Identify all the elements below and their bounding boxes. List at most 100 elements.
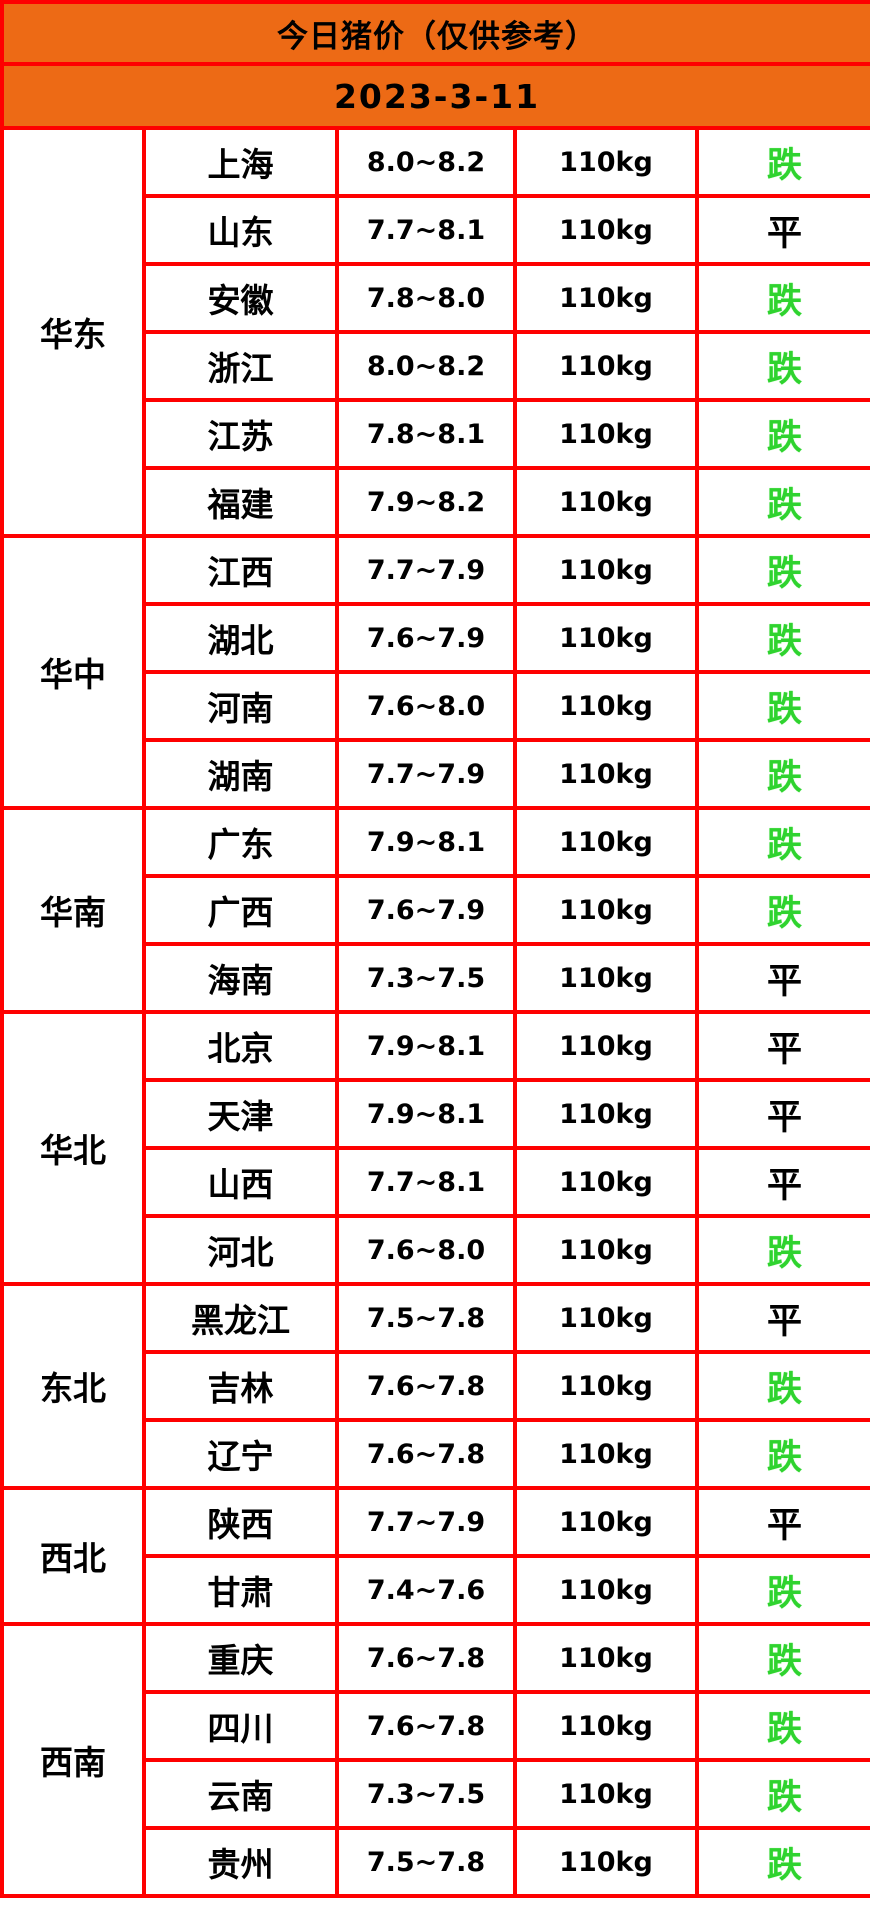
price-range-cell: 7.6~7.8 bbox=[335, 1350, 517, 1422]
province-cell: 广西 bbox=[142, 874, 339, 946]
province-cell: 贵州 bbox=[142, 1826, 339, 1898]
weight-cell: 110kg bbox=[513, 1418, 699, 1490]
weight-cell: 110kg bbox=[513, 670, 699, 742]
region-cell: 西北 bbox=[0, 1486, 146, 1626]
trend-cell: 平 bbox=[694, 1146, 870, 1218]
weight-cell: 110kg bbox=[513, 194, 699, 266]
trend-cell: 平 bbox=[694, 194, 870, 266]
weight-cell: 110kg bbox=[513, 942, 699, 1014]
price-range-cell: 7.3~7.5 bbox=[335, 942, 517, 1014]
page-title: 今日猪价（仅供参考） bbox=[0, 0, 870, 66]
table-row: 甘肃 7.4~7.6 110kg 跌 bbox=[2, 1554, 870, 1626]
trend-cell: 跌 bbox=[694, 126, 870, 198]
province-cell: 海南 bbox=[142, 942, 339, 1014]
table-row: 华北 北京 7.9~8.1 110kg 平 bbox=[0, 1010, 870, 1286]
date-row: 2023-3-11 bbox=[0, 62, 870, 130]
table-row: 云南 7.3~7.5 110kg 跌 bbox=[2, 1758, 870, 1830]
price-range-cell: 7.7~8.1 bbox=[335, 194, 517, 266]
price-range-cell: 7.6~7.9 bbox=[335, 602, 517, 674]
weight-cell: 110kg bbox=[513, 398, 699, 470]
weight-cell: 110kg bbox=[513, 1622, 699, 1694]
province-cell: 黑龙江 bbox=[142, 1282, 339, 1354]
region-cell: 华南 bbox=[0, 806, 146, 1014]
trend-cell: 跌 bbox=[694, 1758, 870, 1830]
table-row: 山西 7.7~8.1 110kg 平 bbox=[2, 1146, 870, 1218]
table-row: 海南 7.3~7.5 110kg 平 bbox=[2, 942, 870, 1014]
province-cell: 上海 bbox=[142, 126, 339, 198]
weight-cell: 110kg bbox=[513, 262, 699, 334]
table-row: 安徽 7.8~8.0 110kg 跌 bbox=[2, 262, 870, 334]
trend-cell: 跌 bbox=[694, 670, 870, 742]
price-range-cell: 7.6~7.8 bbox=[335, 1418, 517, 1490]
weight-cell: 110kg bbox=[513, 1690, 699, 1762]
province-cell: 河北 bbox=[142, 1214, 339, 1286]
province-cell: 重庆 bbox=[142, 1622, 339, 1694]
region-cell: 西南 bbox=[0, 1622, 146, 1898]
trend-cell: 跌 bbox=[694, 806, 870, 878]
price-range-cell: 7.9~8.1 bbox=[335, 806, 517, 878]
price-range-cell: 7.6~7.8 bbox=[335, 1690, 517, 1762]
table-row: 华南 广东 7.9~8.1 110kg 跌 bbox=[0, 806, 870, 1014]
weight-cell: 110kg bbox=[513, 1486, 699, 1558]
table-row: 福建 7.9~8.2 110kg 跌 bbox=[2, 466, 870, 538]
province-cell: 江苏 bbox=[142, 398, 339, 470]
price-range-cell: 7.9~8.2 bbox=[335, 466, 517, 538]
weight-cell: 110kg bbox=[513, 1350, 699, 1422]
region-cell: 华中 bbox=[0, 534, 146, 810]
province-cell: 江西 bbox=[142, 534, 339, 606]
table-row: 浙江 8.0~8.2 110kg 跌 bbox=[2, 330, 870, 402]
province-cell: 甘肃 bbox=[142, 1554, 339, 1626]
province-cell: 陕西 bbox=[142, 1486, 339, 1558]
province-cell: 吉林 bbox=[142, 1350, 339, 1422]
trend-cell: 跌 bbox=[694, 398, 870, 470]
province-cell: 广东 bbox=[142, 806, 339, 878]
province-cell: 浙江 bbox=[142, 330, 339, 402]
trend-cell: 平 bbox=[694, 1282, 870, 1354]
price-range-cell: 7.6~7.9 bbox=[335, 874, 517, 946]
trend-cell: 跌 bbox=[694, 1554, 870, 1626]
province-cell: 湖南 bbox=[142, 738, 339, 810]
price-range-cell: 7.6~7.8 bbox=[335, 1622, 517, 1694]
weight-cell: 110kg bbox=[513, 1758, 699, 1830]
trend-cell: 跌 bbox=[694, 1418, 870, 1490]
date-label: 2023-3-11 bbox=[0, 62, 870, 130]
trend-cell: 跌 bbox=[694, 534, 870, 606]
price-range-cell: 7.5~7.8 bbox=[335, 1826, 517, 1898]
table-row: 吉林 7.6~7.8 110kg 跌 bbox=[2, 1350, 870, 1422]
region-cell: 华北 bbox=[0, 1010, 146, 1286]
province-cell: 云南 bbox=[142, 1758, 339, 1830]
trend-cell: 跌 bbox=[694, 466, 870, 538]
province-cell: 安徽 bbox=[142, 262, 339, 334]
price-range-cell: 7.9~8.1 bbox=[335, 1078, 517, 1150]
weight-cell: 110kg bbox=[513, 1146, 699, 1218]
table-row: 东北 黑龙江 7.5~7.8 110kg 平 bbox=[0, 1282, 870, 1490]
table-row: 西南 重庆 7.6~7.8 110kg 跌 bbox=[0, 1622, 870, 1898]
trend-cell: 跌 bbox=[694, 1622, 870, 1694]
table-row: 湖南 7.7~7.9 110kg 跌 bbox=[2, 738, 870, 810]
trend-cell: 跌 bbox=[694, 262, 870, 334]
table-row: 西北 陕西 7.7~7.9 110kg 平 bbox=[0, 1486, 870, 1626]
price-range-cell: 7.4~7.6 bbox=[335, 1554, 517, 1626]
province-cell: 河南 bbox=[142, 670, 339, 742]
weight-cell: 110kg bbox=[513, 1078, 699, 1150]
weight-cell: 110kg bbox=[513, 602, 699, 674]
province-cell: 四川 bbox=[142, 1690, 339, 1762]
region-cell: 东北 bbox=[0, 1282, 146, 1490]
trend-cell: 平 bbox=[694, 1486, 870, 1558]
price-range-cell: 7.9~8.1 bbox=[335, 1010, 517, 1082]
table-row: 天津 7.9~8.1 110kg 平 bbox=[2, 1078, 870, 1150]
weight-cell: 110kg bbox=[513, 466, 699, 538]
table-row: 河南 7.6~8.0 110kg 跌 bbox=[2, 670, 870, 742]
trend-cell: 跌 bbox=[694, 874, 870, 946]
province-cell: 山东 bbox=[142, 194, 339, 266]
price-range-cell: 7.8~8.1 bbox=[335, 398, 517, 470]
weight-cell: 110kg bbox=[513, 1282, 699, 1354]
weight-cell: 110kg bbox=[513, 1010, 699, 1082]
trend-cell: 跌 bbox=[694, 1826, 870, 1898]
trend-cell: 跌 bbox=[694, 1690, 870, 1762]
price-range-cell: 7.6~8.0 bbox=[335, 1214, 517, 1286]
trend-cell: 平 bbox=[694, 1010, 870, 1082]
